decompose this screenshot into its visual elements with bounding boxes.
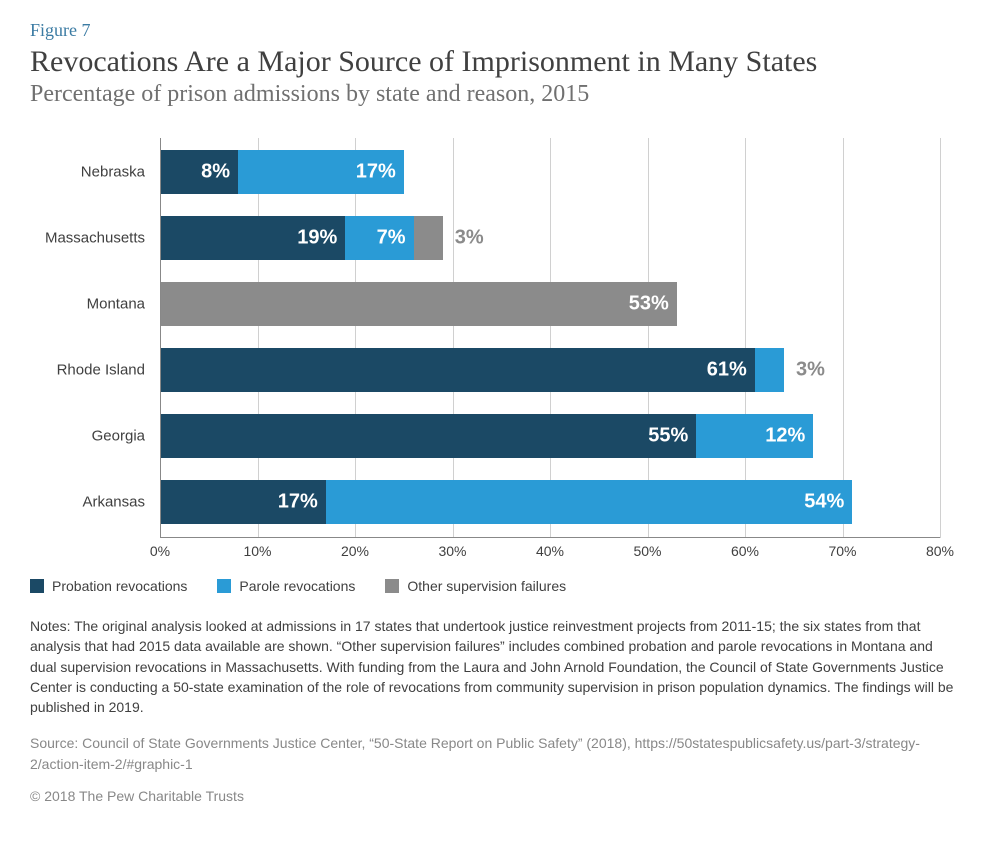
bar-value-label: 8% [201, 161, 230, 184]
bar-segment-parole: 17% [238, 150, 404, 194]
bar-value-label: 54% [804, 491, 844, 514]
x-tick-label: 30% [438, 543, 466, 559]
bar-value-label: 61% [707, 359, 747, 382]
grid-line [550, 138, 551, 538]
bar-value-label: 17% [278, 491, 318, 514]
x-tick-label: 10% [243, 543, 271, 559]
x-tick-label: 0% [150, 543, 170, 559]
legend-label: Other supervision failures [407, 578, 566, 594]
bar-segment-parole: 54% [326, 480, 853, 524]
bar-segment-probation: 8% [160, 150, 238, 194]
bar-segment-other [414, 216, 443, 260]
bar-value-label: 7% [377, 227, 406, 250]
category-label: Montana [25, 296, 145, 313]
chart-subtitle: Percentage of prison admissions by state… [30, 81, 960, 108]
legend-item-probation: Probation revocations [30, 578, 187, 594]
grid-line [648, 138, 649, 538]
legend-item-parole: Parole revocations [217, 578, 355, 594]
source-text: Source: Council of State Governments Jus… [30, 733, 960, 774]
bar-segment-probation: 19% [160, 216, 345, 260]
plot-area: Nebraska8%17%Massachusetts19%7%3%Montana… [160, 138, 940, 538]
y-axis [160, 138, 161, 538]
legend-swatch [385, 579, 399, 593]
legend-label: Parole revocations [239, 578, 355, 594]
bar-segment-parole [755, 348, 784, 392]
x-tick-label: 40% [536, 543, 564, 559]
grid-line [355, 138, 356, 538]
legend-item-other: Other supervision failures [385, 578, 566, 594]
bar-segment-probation: 61% [160, 348, 755, 392]
bar-segment-parole: 7% [345, 216, 413, 260]
grid-line [940, 138, 941, 538]
notes-text: Notes: The original analysis looked at a… [30, 616, 960, 717]
bar-value-label: 17% [356, 161, 396, 184]
x-tick-label: 70% [828, 543, 856, 559]
x-tick-label: 60% [731, 543, 759, 559]
bar-value-label: 3% [796, 359, 825, 382]
bar-row: 8% 17% [160, 150, 940, 194]
legend-swatch [217, 579, 231, 593]
x-tick-label: 20% [341, 543, 369, 559]
chart-title: Revocations Are a Major Source of Impris… [30, 45, 960, 79]
chart-area: Nebraska8%17%Massachusetts19%7%3%Montana… [160, 138, 940, 568]
bar-segment-probation: 55% [160, 414, 696, 458]
category-label: Arkansas [25, 494, 145, 511]
bar-row: 53% [160, 282, 940, 326]
grid-line [258, 138, 259, 538]
bar-value-label: 3% [455, 227, 484, 250]
bar-value-label: 53% [629, 293, 669, 316]
x-tick-label: 80% [926, 543, 954, 559]
grid-line [453, 138, 454, 538]
bar-value-label: 55% [648, 425, 688, 448]
category-label: Massachusetts [25, 230, 145, 247]
legend-label: Probation revocations [52, 578, 187, 594]
legend-swatch [30, 579, 44, 593]
bar-row: 17% 54% [160, 480, 940, 524]
x-axis [160, 537, 940, 538]
x-tick-label: 50% [633, 543, 661, 559]
copyright-text: © 2018 The Pew Charitable Trusts [30, 788, 960, 804]
legend: Probation revocations Parole revocations O… [30, 578, 960, 594]
bar-segment-other: 53% [160, 282, 677, 326]
bar-row: 19% 7% 3% [160, 216, 940, 260]
bar-row: 55% 12% [160, 414, 940, 458]
category-label: Georgia [25, 428, 145, 445]
grid-line [745, 138, 746, 538]
category-label: Rhode Island [25, 362, 145, 379]
category-label: Nebraska [25, 164, 145, 181]
bar-value-label: 19% [297, 227, 337, 250]
figure-label: Figure 7 [30, 20, 960, 41]
bar-segment-parole: 12% [696, 414, 813, 458]
grid-line [843, 138, 844, 538]
bar-segment-probation: 17% [160, 480, 326, 524]
bar-row: 61% 3% [160, 348, 940, 392]
bar-value-label: 12% [765, 425, 805, 448]
